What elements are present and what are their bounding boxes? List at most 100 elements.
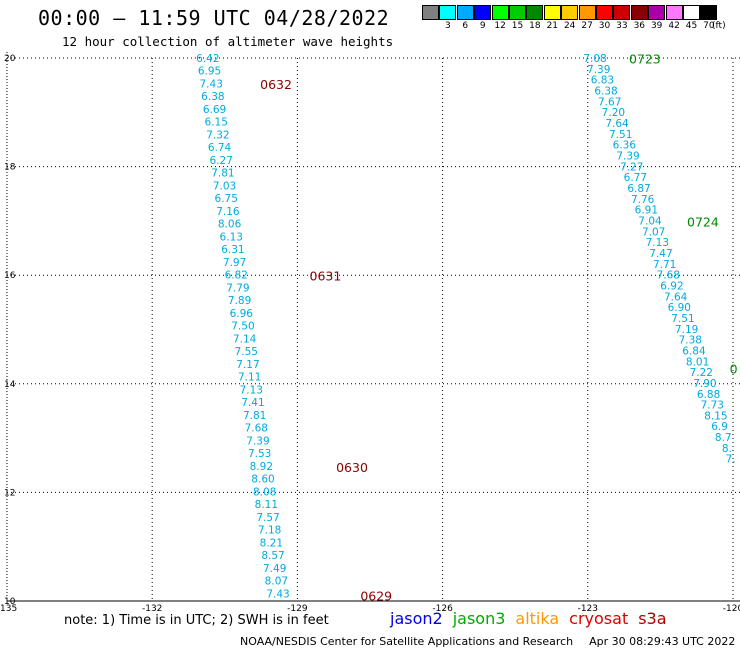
color-bin-label: 70 xyxy=(703,21,715,31)
satellite-legend-item: s3a xyxy=(638,609,667,628)
color-swatch xyxy=(439,5,457,20)
swh-value-label: 7.55 xyxy=(235,346,258,358)
swh-value-label: 6.88 xyxy=(697,389,720,401)
swh-value-label: 8.07 xyxy=(265,576,288,588)
satellite-legend: jason2 jason3 altika cryosat s3a xyxy=(390,609,677,628)
swh-value-label: 7.79 xyxy=(226,282,249,294)
color-bin-label: 24 xyxy=(563,21,576,31)
swh-value-label: 8.21 xyxy=(260,537,283,549)
swh-value-label: 7.20 xyxy=(602,107,625,119)
color-bin-label: 42 xyxy=(668,21,680,31)
color-swatch xyxy=(665,5,683,20)
swh-value-label: 7.53 xyxy=(248,448,271,460)
x-tick-label: -126 xyxy=(432,604,453,612)
swh-value-label: 7.64 xyxy=(605,118,629,130)
pass-time-labels: 0632 0631 0630 0629 0723 0724 0 xyxy=(260,52,737,604)
swh-value-label: 7.68 xyxy=(245,423,268,435)
y-tick-label: 14 xyxy=(4,380,16,390)
color-swatch xyxy=(422,5,439,20)
color-bin-label: 39 xyxy=(650,21,663,31)
swh-value-label: 6.82 xyxy=(225,270,248,282)
swh-value-label: 7.39 xyxy=(616,150,639,162)
wave-height-map: 10 12 14 16 18 20 -135 -132 -129 -126 -123 -120 6.4… xyxy=(0,52,740,612)
swh-value-label: 7.22 xyxy=(690,367,713,379)
color-swatch xyxy=(648,5,666,20)
pass-time-label: 0723 xyxy=(629,52,661,67)
axis-tick-labels: 10 12 14 16 18 20 -135 -132 -129 -126 -123 -120 xyxy=(0,54,740,612)
swh-value-label: 6.87 xyxy=(627,183,650,195)
swh-value-label: 7.68 xyxy=(657,270,680,282)
x-tick-label: -123 xyxy=(578,604,598,612)
color-swatch xyxy=(526,5,544,20)
pass-time-label: 0 xyxy=(730,362,738,377)
swh-value-label: 6.75 xyxy=(215,193,238,205)
swh-value-label: 6.38 xyxy=(201,91,224,103)
swh-value-label: 7.64 xyxy=(664,291,688,303)
swh-value-label: 6.90 xyxy=(668,302,691,314)
footer-timestamp: Apr 30 08:29:43 UTC 2022 xyxy=(589,635,736,648)
swh-value-label: 7.76 xyxy=(631,194,655,206)
color-swatch xyxy=(700,5,718,20)
swh-value-label: 7.41 xyxy=(241,397,264,409)
chart-subtitle: 12 hour collection of altimeter wave hei… xyxy=(62,34,394,49)
pass-time-label: 0631 xyxy=(310,268,342,283)
y-tick-label: 16 xyxy=(4,271,16,281)
pass-time-label: 0632 xyxy=(260,77,292,92)
swh-value-label: 7.90 xyxy=(693,378,716,390)
x-tick-label: -129 xyxy=(287,604,308,612)
color-swatch xyxy=(543,5,561,20)
swh-value-label: 6.74 xyxy=(208,142,232,154)
swh-value-label: 6.38 xyxy=(594,85,617,97)
swh-value-label: 7.81 xyxy=(211,168,234,180)
swh-value-label: 7.57 xyxy=(256,512,279,524)
y-tick-label: 12 xyxy=(4,488,15,498)
swh-value-label: 8.60 xyxy=(251,474,274,486)
color-unit-label: (ft) xyxy=(712,21,726,31)
swh-value-label: 7.51 xyxy=(609,129,632,141)
swh-value-label: 7.43 xyxy=(266,588,289,600)
swh-value-label: 6.83 xyxy=(591,75,614,87)
swh-value-label: 6.84 xyxy=(682,345,706,357)
footer-org: NOAA/NESDIS Center for Satellite Applica… xyxy=(240,635,574,648)
x-tick-label: -120 xyxy=(723,604,740,612)
color-swatch xyxy=(630,5,648,20)
y-tick-label: 18 xyxy=(4,163,16,173)
color-bin-label: 3 xyxy=(445,21,451,31)
color-bin-label: 21 xyxy=(546,21,559,31)
swh-value-label: 6.42 xyxy=(196,53,219,65)
swh-value-label: 7.18 xyxy=(258,525,281,537)
swh-value-label: 6.15 xyxy=(205,117,228,129)
satellite-legend-item: altika xyxy=(515,609,560,628)
color-swatch xyxy=(613,5,631,20)
swh-value-label: 7.39 xyxy=(587,64,610,76)
swh-value-label: 8.11 xyxy=(255,499,278,511)
swh-value-label: 6.9 xyxy=(711,421,728,433)
swh-value-label: 8.7 xyxy=(715,432,732,444)
chart-title: 00:00 – 11:59 UTC 04/28/2022 xyxy=(38,6,390,30)
swh-value-label: 7.07 xyxy=(642,226,665,238)
y-tick-label: 20 xyxy=(4,54,16,64)
color-bin-label: 6 xyxy=(462,21,469,31)
satellite-legend-item: jason3 xyxy=(452,609,506,628)
swh-value-label: 8. xyxy=(722,443,732,455)
color-bin-label: 45 xyxy=(685,21,698,31)
swh-value-label: 7.14 xyxy=(233,333,257,345)
color-bin-label: 36 xyxy=(633,21,646,31)
pass-time-label: 0629 xyxy=(360,589,392,604)
swh-value-label: 6.77 xyxy=(624,172,647,184)
y-tick-label: 10 xyxy=(4,597,16,607)
color-swatch xyxy=(578,5,596,20)
swh-value-label: 7.11 xyxy=(238,372,261,384)
color-swatch xyxy=(456,5,474,20)
color-bin-label: 15 xyxy=(511,21,524,31)
swh-value-label: 6.13 xyxy=(220,231,243,243)
footer: NOAA/NESDIS Center for Satellite Applica… xyxy=(240,635,735,648)
swh-value-label: 7.03 xyxy=(213,180,236,192)
swh-value-label: 6.96 xyxy=(230,308,254,320)
swh-value-label: 6.31 xyxy=(221,244,244,256)
swh-value-label: 7.16 xyxy=(216,206,240,218)
swh-value-label: 7.38 xyxy=(679,335,702,347)
swh-value-label: 7.43 xyxy=(200,78,223,90)
swh-value-label: 7.27 xyxy=(620,161,643,173)
pass-time-label: 0724 xyxy=(687,215,719,230)
